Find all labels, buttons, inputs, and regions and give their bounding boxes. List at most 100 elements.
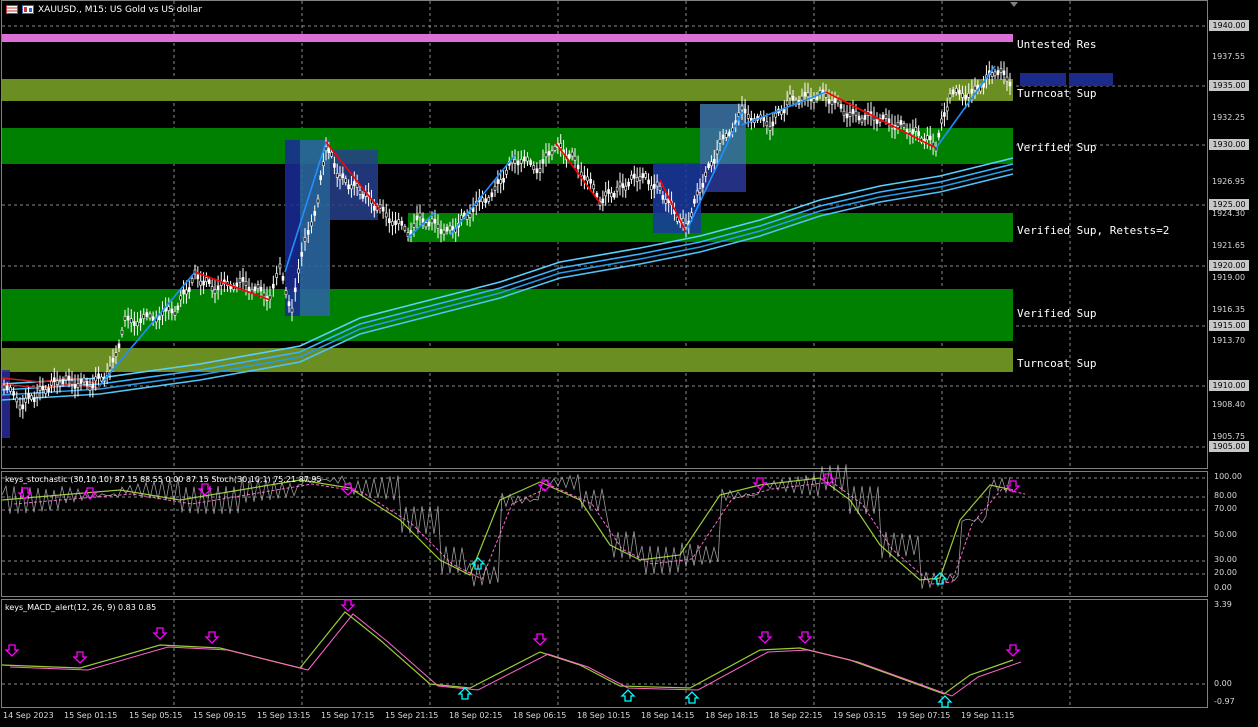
candle-body xyxy=(176,305,180,311)
candle-body xyxy=(615,186,619,192)
candle-body xyxy=(347,184,350,190)
candle-body xyxy=(553,146,557,151)
zone-verified-sup xyxy=(2,289,1013,341)
zigzag-down xyxy=(554,141,601,204)
candle-body xyxy=(310,221,313,227)
chart-grid-icon[interactable] xyxy=(6,5,18,14)
candle-body xyxy=(247,286,251,292)
chart-type-icon[interactable] xyxy=(22,5,34,14)
stoch-signal xyxy=(13,481,1026,585)
candle-body xyxy=(290,307,294,313)
price-label: 1932.25 xyxy=(1212,113,1246,122)
macd-level: -0.97 xyxy=(1214,697,1235,706)
price-label: 1913.70 xyxy=(1212,336,1246,345)
candle-body xyxy=(610,192,613,198)
candle-body xyxy=(316,198,320,204)
candle-body xyxy=(397,219,400,224)
time-label: 18 Sep 10:15 xyxy=(577,711,631,720)
candle-body xyxy=(768,126,772,131)
candle-body xyxy=(516,160,520,166)
candle-body xyxy=(523,156,526,162)
candle-body xyxy=(948,93,952,99)
main-chart-frame xyxy=(1,0,1208,469)
candle-body xyxy=(82,377,86,383)
stochastic-level: 70.00 xyxy=(1214,504,1237,513)
candle-body xyxy=(388,218,391,224)
candle-body xyxy=(535,168,539,174)
candle-body xyxy=(406,232,410,237)
time-label: 14 Sep 2023 xyxy=(3,711,54,720)
candle-body xyxy=(982,82,985,88)
candle-body xyxy=(167,306,171,311)
candle-body xyxy=(746,114,750,119)
candle-body xyxy=(210,286,214,291)
candle-body xyxy=(513,159,517,164)
candle-body xyxy=(526,156,529,162)
signal-box xyxy=(300,140,330,316)
candle-body xyxy=(771,121,775,127)
candle-body xyxy=(589,178,592,184)
candle-body xyxy=(704,171,708,177)
candle-body xyxy=(848,112,852,117)
ema-line-red xyxy=(1,383,101,389)
candle-body xyxy=(394,220,397,226)
candle-body xyxy=(601,198,605,204)
candle-body xyxy=(851,109,855,114)
candle-body xyxy=(94,376,98,382)
candle-body xyxy=(235,282,239,288)
time-label: 19 Sep 11:15 xyxy=(961,711,1015,720)
ema-line xyxy=(1,157,1014,385)
candle-body xyxy=(863,115,867,120)
candle-body xyxy=(586,176,589,182)
candle-body xyxy=(658,185,662,191)
candle-body xyxy=(9,387,12,392)
time-label: 15 Sep 13:15 xyxy=(257,711,311,720)
candle-body xyxy=(136,321,139,327)
candle-body xyxy=(641,173,645,178)
buy-arrow-icon xyxy=(684,691,700,704)
ema-line xyxy=(1,163,1014,391)
candle-body xyxy=(780,110,783,115)
time-label: 15 Sep 01:15 xyxy=(64,711,118,720)
candle-body xyxy=(35,392,39,398)
candle-body xyxy=(887,118,891,124)
buy-arrow-icon xyxy=(937,695,953,708)
candle-body xyxy=(914,127,918,132)
candle-body xyxy=(79,379,83,384)
candle-body xyxy=(313,211,317,216)
candle-body xyxy=(284,290,288,296)
candle-body xyxy=(179,295,183,301)
candle-body xyxy=(199,280,203,286)
macd-signal xyxy=(9,613,1022,697)
candle-body xyxy=(839,104,843,109)
candle-body xyxy=(202,280,205,286)
candle-body xyxy=(275,273,278,278)
candle-body xyxy=(630,174,633,180)
buy-arrow-icon xyxy=(932,572,948,585)
candle-body xyxy=(187,287,191,292)
candle-body xyxy=(559,143,563,148)
time-label: 19 Sep 07:15 xyxy=(897,711,951,720)
candle-body xyxy=(126,315,130,321)
candle-body xyxy=(384,212,388,218)
candle-body xyxy=(902,123,906,128)
time-label: 18 Sep 06:15 xyxy=(513,711,567,720)
candle-body xyxy=(964,94,967,100)
candle-body xyxy=(50,380,53,386)
stochastic-lines xyxy=(1,464,1026,589)
candle-body xyxy=(824,93,828,98)
signal-arrows xyxy=(4,473,1021,708)
breakout-boxes xyxy=(2,104,746,438)
chart-shift-marker[interactable] xyxy=(1010,2,1018,7)
candle-body xyxy=(278,263,282,269)
candle-body xyxy=(327,148,331,153)
candle-body xyxy=(612,192,616,198)
zigzag-down xyxy=(825,91,937,149)
zone-turncoat-sup xyxy=(2,348,1013,372)
candle-body xyxy=(47,387,50,393)
candle-body xyxy=(433,218,437,224)
candle-body xyxy=(436,223,440,229)
candle-body xyxy=(541,159,545,164)
candle-body xyxy=(833,98,837,103)
